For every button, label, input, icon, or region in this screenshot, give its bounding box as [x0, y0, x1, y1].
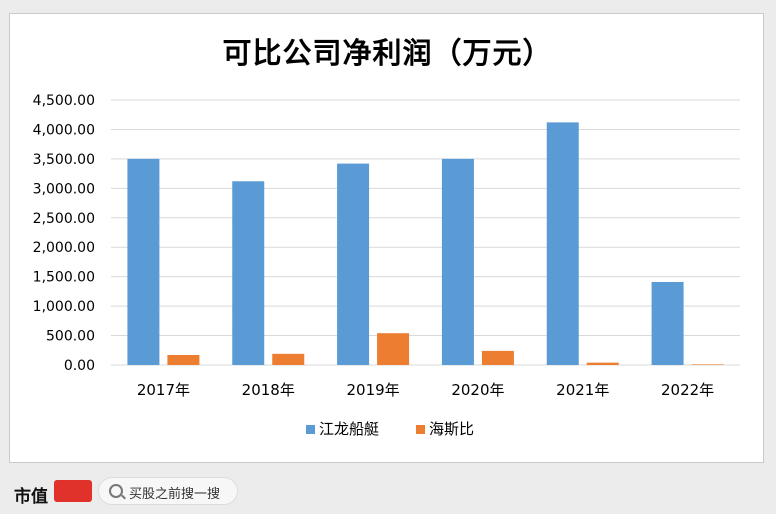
y-tick-label: 2,000.00	[33, 240, 95, 256]
bar-series-1	[546, 122, 579, 365]
search-placeholder: 买股之前搜一搜	[129, 487, 221, 502]
y-tick-label: 4,000.00	[33, 122, 95, 138]
legend-swatch	[306, 425, 315, 434]
x-tick-label: 2021年	[556, 381, 609, 399]
y-tick-label: 500.00	[46, 329, 95, 345]
brand-logo	[54, 480, 92, 502]
legend-label: 海斯比	[429, 420, 474, 438]
y-tick-label: 3,000.00	[33, 181, 95, 197]
bar-series-1	[651, 281, 684, 365]
x-tick-label: 2022年	[661, 381, 714, 399]
footer-bar: 市值 买股之前搜一搜	[0, 468, 776, 514]
brand-name: 市值	[14, 487, 48, 507]
bar-series-2	[272, 353, 305, 365]
y-tick-label: 2,500.00	[33, 211, 95, 227]
y-tick-label: 0.00	[64, 358, 95, 374]
x-tick-label: 2020年	[451, 381, 504, 399]
y-tick-label: 3,500.00	[33, 152, 95, 168]
chart-title: 可比公司净利润（万元）	[222, 36, 553, 70]
y-tick-label: 1,000.00	[33, 299, 95, 315]
bar-series-1	[337, 163, 370, 365]
bar-series-2	[481, 350, 514, 365]
bar-series-2	[167, 354, 200, 365]
bar-chart: 0.00 500.00 1,000.00 1,500.00 2,000.00 2,500.…	[33, 93, 740, 438]
bar-series-1	[441, 158, 474, 365]
y-tick-label: 1,500.00	[33, 270, 95, 286]
bar-series-2	[586, 362, 619, 365]
bar-series-2	[377, 333, 410, 365]
search-box[interactable]: 买股之前搜一搜	[98, 477, 238, 505]
search-icon	[109, 484, 123, 498]
bar-series-1	[232, 181, 265, 365]
legend-label: 江龙船艇	[319, 420, 379, 438]
x-tick-label: 2017年	[137, 381, 190, 399]
bar-series-1	[127, 158, 160, 365]
bar-series-2	[691, 364, 724, 365]
chart-card: 可比公司净利润（万元） 0.00 500.00 1,000.00 1,500.00 2,…	[9, 13, 764, 463]
x-tick-label: 2019年	[346, 381, 399, 399]
legend-swatch	[416, 425, 425, 434]
y-tick-label: 4,500.00	[33, 93, 95, 109]
x-tick-label: 2018年	[242, 381, 295, 399]
